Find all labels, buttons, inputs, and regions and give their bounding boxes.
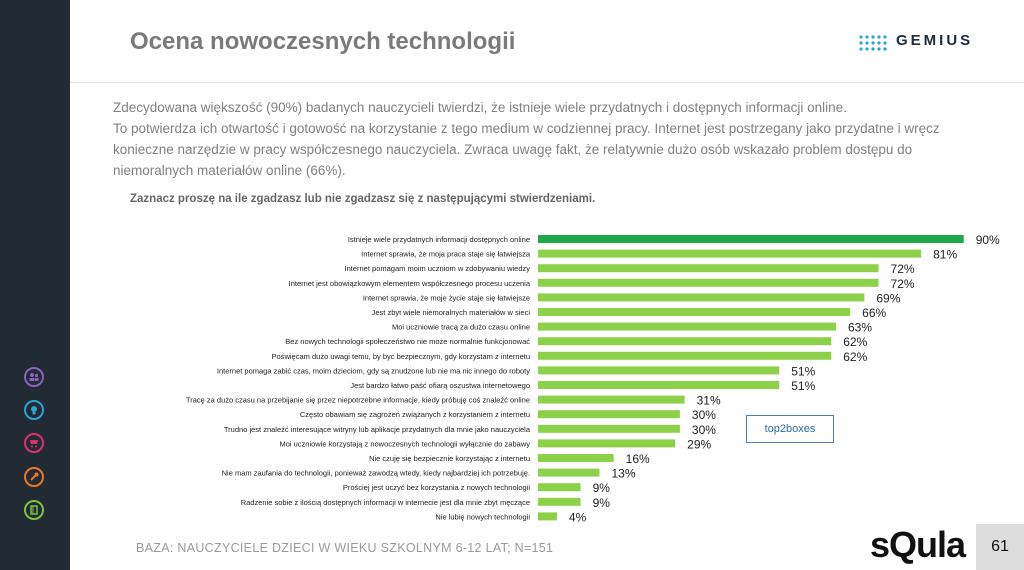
value-label: 51%: [791, 379, 815, 393]
sidebar: [0, 0, 70, 570]
bar: [538, 439, 676, 448]
value-label: 30%: [692, 408, 716, 422]
page-number-box: 61: [976, 524, 1024, 570]
value-label: 62%: [843, 350, 867, 364]
category-label: Jest zbyt wiele niemoralnych materiałów …: [372, 308, 531, 317]
value-label: 9%: [593, 496, 611, 510]
intro-line-2: To potwierdza ich otwartość i gotowość n…: [113, 121, 940, 178]
category-label: Nie mam zaufania do technologii, poniewa…: [222, 469, 530, 478]
category-label: Internet sprawia, że moja praca staje si…: [361, 250, 531, 259]
category-label: Tracę za dużo czasu na przebijanie się p…: [186, 396, 530, 405]
page-title: Ocena nowoczesnych technologii: [130, 28, 516, 55]
bar: [538, 293, 865, 302]
value-label: 90%: [976, 233, 1000, 247]
category-label: Internet pomagam moim uczniom w zdobywan…: [345, 264, 531, 273]
category-label: Moi uczniowie korzystają z nowoczesnych …: [279, 439, 530, 448]
category-label: Internet jest obowiązkowym elementem wsp…: [289, 279, 531, 288]
value-label: 4%: [569, 510, 587, 524]
category-label: Poświęcam dużo uwagi temu, by byc bezpie…: [272, 352, 530, 361]
value-label: 16%: [626, 452, 650, 466]
dots-icon: [859, 35, 887, 51]
value-label: 9%: [593, 481, 611, 495]
bar: [538, 497, 581, 506]
category-label: Internet pomaga zabić czas, moim dziecio…: [217, 366, 530, 375]
category-label: Nie czuję się bezpiecznie korzystając z …: [369, 454, 530, 463]
intro-text: Zdecydowana większość (90%) badanych nau…: [113, 97, 953, 181]
bar: [538, 308, 851, 316]
base-note: BAZA: NAUCZYCIELE DZIECI W WIEKU SZKOLNY…: [136, 541, 554, 555]
bar: [538, 351, 832, 360]
value-label: 69%: [876, 291, 900, 305]
bar: [538, 264, 879, 273]
category-label: Jest bardzo łatwo paść ofiarą oszustwa i…: [350, 381, 530, 390]
bar: [538, 454, 614, 462]
category-label: Internet sprawia, że moje życie staje si…: [363, 293, 530, 302]
cart-icon[interactable]: [24, 433, 44, 453]
bar: [538, 424, 680, 433]
category-label: Bez nowych technologii społeczeństwo nie…: [285, 337, 530, 346]
value-label: 62%: [843, 335, 867, 349]
logo-text: GEMIUS: [896, 32, 974, 49]
value-label: 66%: [862, 306, 886, 320]
page-number: 61: [991, 538, 1009, 555]
value-label: 72%: [891, 277, 915, 291]
category-label: Trudno jest znaleźć interesujące witryny…: [224, 425, 531, 434]
category-label: Moi uczniowie tracą za dużo czasu online: [392, 323, 530, 332]
bar: [538, 381, 780, 389]
value-label: 31%: [697, 394, 721, 408]
bar: [538, 468, 600, 477]
bar: [538, 410, 680, 419]
bar: [538, 235, 964, 243]
header: Ocena nowoczesnych technologii GEMIUS: [70, 0, 1024, 83]
bulb-icon[interactable]: [24, 400, 44, 420]
intro-line-1: Zdecydowana większość (90%) badanych nau…: [113, 100, 847, 115]
category-label: Nie lubię nowych technologii: [435, 512, 530, 521]
bar: [538, 337, 832, 346]
value-label: 63%: [848, 321, 872, 335]
value-label: 51%: [791, 364, 815, 378]
bar: [538, 366, 780, 375]
bar: [538, 395, 685, 404]
tool-icon[interactable]: [24, 467, 44, 487]
bar: [538, 278, 879, 287]
category-label: Często obawiam się zagrożeń związanych z…: [300, 410, 530, 419]
value-label: 30%: [692, 423, 716, 437]
value-label: 13%: [611, 467, 635, 481]
value-label: 72%: [891, 262, 915, 276]
category-label: Radzenie sobie z ilością dostępnych info…: [241, 498, 530, 507]
question-text: Zaznacz proszę na ile zgadzasz lub nie z…: [130, 193, 596, 205]
book-icon[interactable]: [24, 500, 44, 520]
category-label: Istnieje wiele przydatnych informacji do…: [348, 235, 530, 244]
value-label: 81%: [933, 248, 957, 262]
top2boxes-label: top2boxes: [746, 415, 834, 443]
people-icon[interactable]: [24, 367, 44, 387]
category-label: Prościej jest uczyć bez korzystania z no…: [343, 483, 531, 492]
bar: [538, 249, 922, 258]
bar: [538, 512, 557, 521]
bar: [538, 483, 581, 492]
bar: [538, 322, 836, 331]
bar-chart: Istnieje wiele przydatnych informacji do…: [186, 233, 1000, 524]
squla-logo: sQula: [870, 524, 966, 565]
value-label: 29%: [687, 437, 711, 451]
